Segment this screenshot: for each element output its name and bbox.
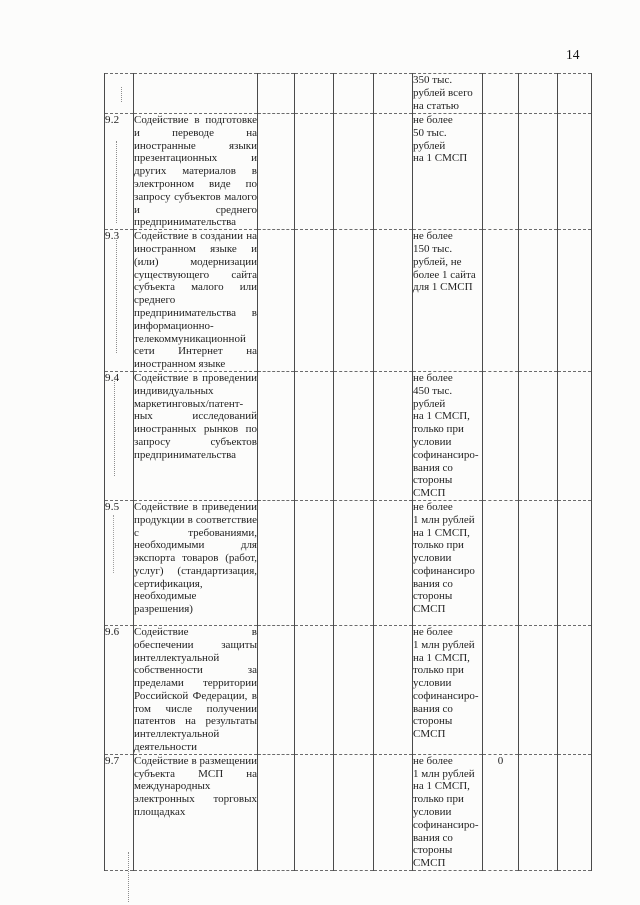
empty-cell (373, 753, 413, 872)
table-row: 9.2 Содействие в подготовке и переводе н… (104, 112, 592, 231)
empty-cell (257, 624, 295, 755)
limit-cell: 350 тыс. рублей всего на статью (412, 73, 483, 114)
support-measures-table: 350 тыс. рублей всего на статью 9.2 Соде… (104, 73, 592, 872)
empty-cell (294, 112, 334, 231)
empty-cell (333, 499, 374, 626)
empty-cell (373, 112, 413, 231)
empty-cell (518, 624, 558, 755)
empty-cell (373, 624, 413, 755)
row-number-cell: 9.3 (104, 229, 134, 372)
value-cell (482, 499, 519, 626)
empty-cell (518, 73, 558, 114)
value-cell: 0 (482, 753, 519, 872)
empty-cell (557, 370, 592, 501)
scan-artifact-dotted-line (116, 141, 117, 223)
empty-cell (257, 499, 295, 626)
description-cell (133, 73, 258, 114)
scan-artifact-dotted-line (113, 515, 114, 573)
empty-cell (557, 112, 592, 231)
empty-cell (333, 229, 374, 372)
description-cell: Содействие в создании на иностранном язы… (133, 229, 258, 372)
value-cell (482, 370, 519, 501)
limit-cell: не более 50 тыс. рублей на 1 СМСП (412, 112, 483, 231)
row-number-cell: 9.2 (104, 112, 134, 231)
empty-cell (557, 624, 592, 755)
description-cell: Содействие в приведении продукции в соот… (133, 499, 258, 626)
empty-cell (557, 499, 592, 626)
empty-cell (257, 753, 295, 872)
limit-cell: не более 1 млн рублей на 1 СМСП, только … (412, 499, 483, 626)
empty-cell (294, 499, 334, 626)
empty-cell (333, 112, 374, 231)
empty-cell (333, 624, 374, 755)
empty-cell (294, 624, 334, 755)
empty-cell (294, 370, 334, 501)
empty-cell (373, 73, 413, 114)
empty-cell (333, 73, 374, 114)
empty-cell (257, 370, 295, 501)
empty-cell (294, 753, 334, 872)
description-cell: Содействие в размещении субъекта МСП на … (133, 753, 258, 872)
empty-cell (557, 229, 592, 372)
scan-artifact-dotted-line (121, 87, 122, 102)
empty-cell (518, 499, 558, 626)
row-number-cell: 9.4 (104, 370, 134, 501)
empty-cell (257, 73, 295, 114)
empty-cell (294, 73, 334, 114)
limit-cell: не более 1 млн рублей на 1 СМСП, только … (412, 753, 483, 872)
limit-cell: не более 1 млн рублей на 1 СМСП, только … (412, 624, 483, 755)
table-row: 9.6 Содействие в обеспечении защиты инте… (104, 624, 592, 755)
empty-cell (373, 229, 413, 372)
row-number-cell: 9.6 (104, 624, 134, 755)
scan-artifact-dotted-line (114, 377, 115, 476)
table-row: 9.4 Содействие в проведении индивидуальн… (104, 370, 592, 501)
table-row-continuation: 350 тыс. рублей всего на статью (104, 73, 592, 114)
table-row: 9.7 Содействие в размещении субъекта МСП… (104, 753, 592, 872)
empty-cell (373, 499, 413, 626)
empty-cell (518, 229, 558, 372)
empty-cell (294, 229, 334, 372)
empty-cell (257, 229, 295, 372)
empty-cell (333, 753, 374, 872)
empty-cell (557, 73, 592, 114)
limit-cell: не более 450 тыс. рублей на 1 СМСП, толь… (412, 370, 483, 501)
empty-cell (518, 112, 558, 231)
row-number-cell: 9.5 (104, 499, 134, 626)
empty-cell (257, 112, 295, 231)
value-cell (482, 112, 519, 231)
table-row: 9.3 Содействие в создании на иностранном… (104, 229, 592, 372)
limit-cell: не более 150 тыс. рублей, не более 1 сай… (412, 229, 483, 372)
value-cell (482, 624, 519, 755)
scan-artifact-dotted-line (116, 240, 117, 353)
empty-cell (557, 753, 592, 872)
value-cell (482, 73, 519, 114)
table-row: 9.5 Содействие в приведении продукции в … (104, 499, 592, 626)
description-cell: Содействие в подготовке и переводе на ин… (133, 112, 258, 231)
empty-cell (518, 753, 558, 872)
description-cell: Содействие в обеспечении защиты интеллек… (133, 624, 258, 755)
scan-artifact-dotted-line (128, 852, 129, 902)
empty-cell (333, 370, 374, 501)
empty-cell (518, 370, 558, 501)
value-cell (482, 229, 519, 372)
empty-cell (373, 370, 413, 501)
row-number-cell (104, 73, 134, 114)
row-number-cell: 9.7 (104, 753, 134, 872)
description-cell: Содействие в проведении индивидуальных м… (133, 370, 258, 501)
page-number: 14 (566, 47, 580, 62)
